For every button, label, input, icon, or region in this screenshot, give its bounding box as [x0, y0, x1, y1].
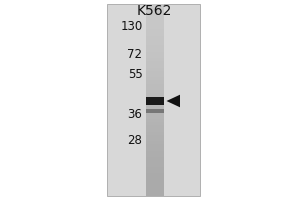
Bar [146, 39, 164, 42]
Bar [146, 106, 164, 110]
Bar [146, 84, 164, 87]
Bar [146, 20, 164, 23]
Bar [146, 141, 164, 145]
Bar [146, 128, 164, 132]
Bar [146, 144, 164, 148]
Bar [146, 183, 164, 186]
Bar [146, 157, 164, 161]
Bar [146, 7, 164, 10]
Bar [146, 119, 164, 122]
Bar [146, 52, 164, 55]
Bar [146, 164, 164, 167]
Bar [146, 176, 164, 180]
Bar [146, 13, 164, 17]
Bar [146, 58, 164, 62]
Bar [146, 148, 164, 151]
Bar [146, 154, 164, 158]
Bar [146, 29, 164, 33]
Bar [106, 4, 200, 196]
Bar [146, 16, 164, 20]
Bar [146, 90, 164, 94]
Bar [146, 97, 164, 105]
Bar [146, 68, 164, 71]
Bar [146, 122, 164, 126]
Bar [146, 74, 164, 78]
Bar [146, 61, 164, 65]
Bar [146, 170, 164, 174]
Bar [146, 186, 164, 190]
Bar [146, 23, 164, 26]
Bar [146, 135, 164, 138]
Bar [146, 109, 164, 113]
Bar [146, 42, 164, 46]
Bar [146, 151, 164, 154]
Bar [146, 80, 164, 84]
Bar [146, 167, 164, 170]
Bar [146, 116, 164, 119]
Bar [146, 36, 164, 39]
Bar [146, 71, 164, 74]
Bar [146, 173, 164, 177]
Bar [146, 138, 164, 142]
Text: 55: 55 [128, 68, 142, 80]
Bar [146, 26, 164, 30]
Text: 28: 28 [128, 134, 142, 146]
Text: 36: 36 [128, 108, 142, 121]
Bar [146, 77, 164, 81]
Bar [146, 100, 164, 103]
Bar [146, 10, 164, 14]
Bar [146, 45, 164, 49]
Bar [146, 189, 164, 193]
Bar [146, 55, 164, 58]
Bar [146, 103, 164, 106]
Bar [146, 192, 164, 196]
Bar [146, 112, 164, 116]
Text: K562: K562 [137, 4, 172, 18]
Bar [146, 32, 164, 36]
Text: 72: 72 [128, 47, 142, 60]
Bar [146, 180, 164, 183]
Polygon shape [167, 95, 180, 107]
Text: 130: 130 [120, 20, 142, 32]
Bar [146, 48, 164, 52]
Bar [146, 160, 164, 164]
Bar [146, 64, 164, 68]
Bar [146, 109, 164, 113]
Bar [146, 4, 164, 7]
Bar [146, 93, 164, 97]
Bar [146, 125, 164, 129]
Bar [146, 132, 164, 135]
Bar [146, 96, 164, 100]
Bar [146, 87, 164, 90]
